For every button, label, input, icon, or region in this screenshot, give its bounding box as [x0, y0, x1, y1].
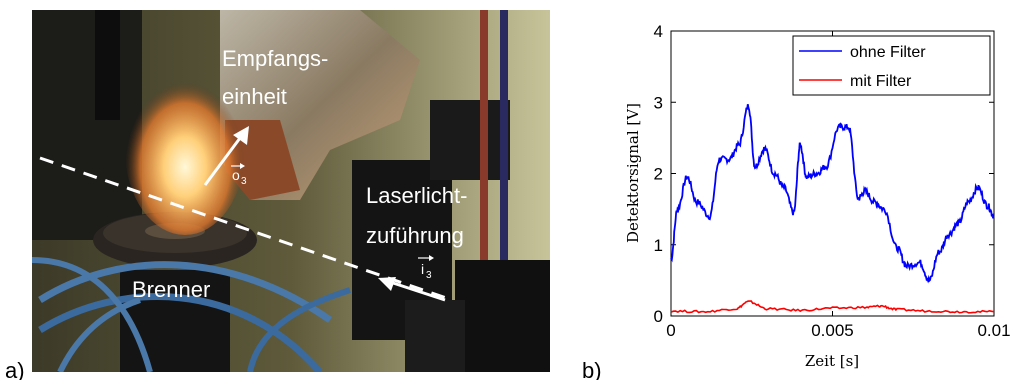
- label-laser-2: zuführung: [366, 223, 464, 248]
- svg-text:3: 3: [426, 270, 432, 281]
- legend-mit-filter: mit Filter: [850, 73, 912, 90]
- x-tick-label: 0.01: [977, 321, 1010, 340]
- legend-ohne-filter: ohne Filter: [850, 44, 926, 61]
- x-axis-label: Zeit [s]: [805, 352, 859, 370]
- series-line-mit-filter: [670, 300, 995, 314]
- svg-text:i: i: [421, 261, 424, 277]
- y-tick-label: 0: [654, 307, 663, 326]
- y-tick-label: 3: [654, 93, 663, 112]
- label-brenner: Brenner: [132, 277, 210, 302]
- laser-arrow: [389, 280, 446, 302]
- laser-beam-line: [39, 156, 453, 302]
- series-line-ohne-filter: [670, 104, 995, 284]
- label-empfang-1: Empfangs-: [222, 46, 328, 71]
- y-tick-label: 4: [654, 22, 663, 41]
- y-tick-label: 2: [654, 165, 663, 184]
- vector-o3-label: o 3: [231, 163, 247, 187]
- svg-text:o: o: [232, 167, 240, 183]
- label-empfang-2: einheit: [222, 84, 287, 109]
- vector-i3-label: i 3: [418, 255, 434, 281]
- x-tick-label: 0: [666, 321, 675, 340]
- label-laser-1: Laserlicht-: [366, 183, 467, 208]
- chart: 0 1 2 3 4 0 0.005 0.01 Zeit [s] Detektorsignal …: [624, 22, 1011, 370]
- y-tick-label: 1: [654, 236, 663, 255]
- legend: ohne Filter mit Filter: [792, 35, 991, 96]
- x-tick-label: 0.005: [811, 321, 854, 340]
- flame: [125, 65, 245, 235]
- receiver-arrow: [203, 133, 245, 186]
- panel-a-letter: a): [5, 358, 25, 380]
- experiment-photo: [32, 10, 550, 372]
- svg-text:3: 3: [241, 176, 247, 187]
- panel-b-letter: b): [582, 358, 602, 380]
- y-axis-label: Detektorsignal [V]: [624, 103, 642, 243]
